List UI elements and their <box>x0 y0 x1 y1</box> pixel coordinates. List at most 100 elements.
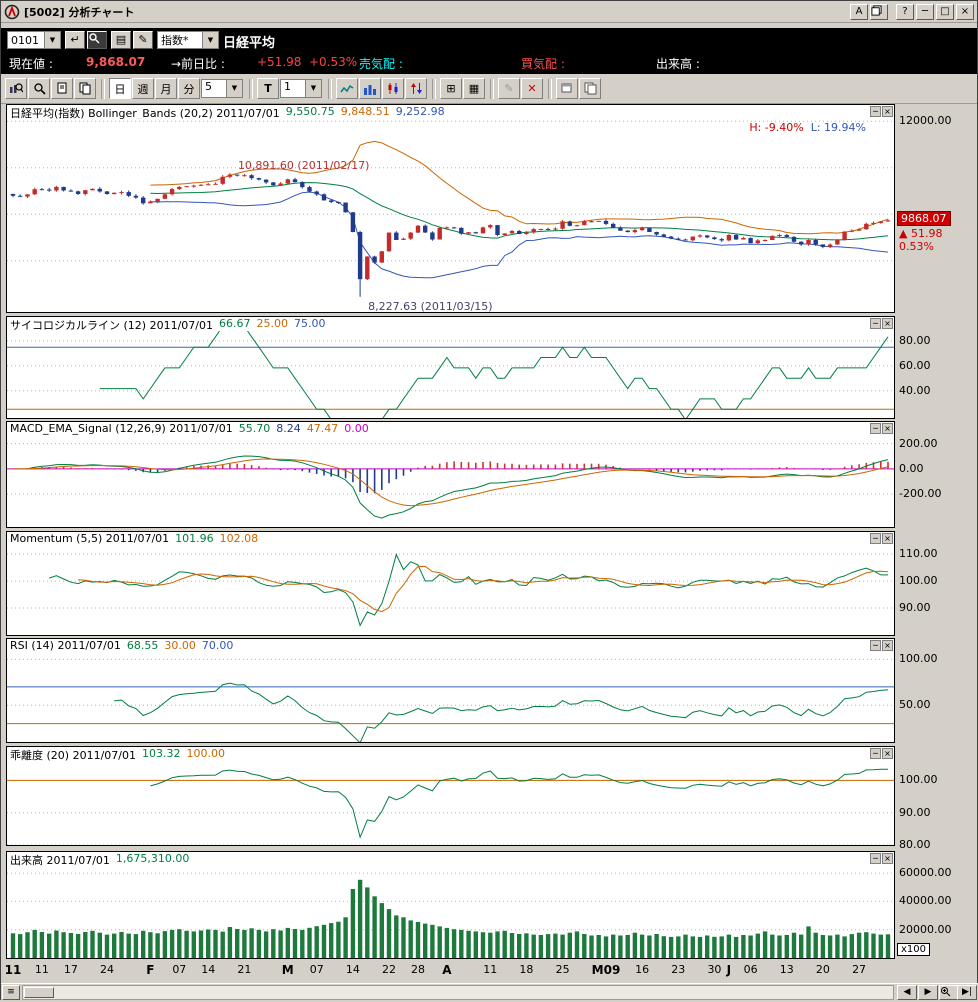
panel-close-button[interactable]: × <box>882 106 893 117</box>
copy-page-button[interactable] <box>579 78 601 99</box>
panel-minimize-button[interactable]: ─ <box>870 423 881 434</box>
category-select[interactable]: 指数* ▼ <box>157 31 219 49</box>
period-week-button[interactable]: 週 <box>132 78 154 99</box>
delete-drawing-button[interactable]: ✕ <box>521 78 543 99</box>
last-price-tag: 9868.07 <box>897 211 951 227</box>
draw-button[interactable]: ✎ <box>498 78 520 99</box>
zoom-button[interactable] <box>28 78 50 99</box>
macd-panel: MACD_EMA_Signal (12,26,9) 2011/07/01 55.7… <box>6 421 895 528</box>
minute-interval-select[interactable]: 5 ▼ <box>201 79 243 98</box>
kairi-plot[interactable] <box>7 761 894 845</box>
symbol-code-value: 0101 <box>11 33 39 47</box>
scrollbar-thumb[interactable] <box>24 987 54 998</box>
macd-plot[interactable] <box>7 436 894 527</box>
panel-close-button[interactable]: × <box>882 318 893 329</box>
edit-button[interactable]: ✎ <box>133 31 153 49</box>
panel-title-part: 66.67 <box>218 317 251 330</box>
price-annotation: 10,891.60 (2011/02/17) <box>237 158 370 172</box>
close-button[interactable]: × <box>956 3 974 20</box>
x-axis-tick-label: 30 <box>707 963 722 976</box>
grid-button[interactable]: ⊞ <box>440 78 462 99</box>
window-title: [5002] 分析チャート <box>24 5 135 19</box>
x-axis-labels: 11 11 17 24 F 07 14 21 M 07 14 22 28 A 11 18 25 M09 16 23 30… <box>1 961 978 981</box>
bar-chart-button[interactable] <box>359 78 381 99</box>
panel-close-button[interactable]: × <box>882 533 893 544</box>
axis-label: 90.00 <box>899 805 931 819</box>
high-low-change-labels: H: -9.40% L: 19.94% <box>749 121 866 134</box>
period-month-button[interactable]: 月 <box>155 78 177 99</box>
scroll-right-button[interactable]: ▶ <box>918 985 938 1000</box>
mom-plot[interactable] <box>7 546 894 635</box>
x-axis-tick-label: F <box>146 963 155 977</box>
panel-title-part: 乖離度 (20) 2011/07/01 <box>10 749 136 761</box>
candlestick-chart-button[interactable] <box>382 78 404 99</box>
vol-panel-header: 出来高 2011/07/01 1,675,310.00 ─ × <box>7 852 894 866</box>
panel-close-button[interactable]: × <box>882 640 893 651</box>
panel-minimize-button[interactable]: ─ <box>870 318 881 329</box>
panel-close-button[interactable]: × <box>882 748 893 759</box>
copy-window-button[interactable] <box>556 78 578 99</box>
period-minute-button[interactable]: 分 <box>178 78 200 99</box>
x-axis-tick-label: 24 <box>100 963 114 976</box>
panel-title-part: 9,550.75 <box>285 105 335 118</box>
panel-minimize-button[interactable]: ─ <box>870 853 881 864</box>
x-axis-tick-label: 17 <box>63 963 78 976</box>
x-axis-tick-label: 25 <box>555 963 570 976</box>
symbol-code-select[interactable]: 0101 ▼ <box>7 31 61 49</box>
zoom-range-button[interactable] <box>939 985 959 1000</box>
annotate-button[interactable]: A <box>850 3 868 20</box>
list-button[interactable]: ▤ <box>111 31 131 49</box>
scroll-end-button[interactable]: ▶| <box>957 985 977 1000</box>
axis-label: 200.00 <box>899 436 938 450</box>
quote-bar: 現在値 : 9,868.07 →前日比 : +51.98 +0.53% 売気配 … <box>1 52 977 74</box>
scrollbar-track[interactable] <box>22 985 894 1000</box>
panel-minimize-button[interactable]: ─ <box>870 106 881 117</box>
price-annotation: 8,227.63 (2011/03/15) <box>368 299 493 313</box>
psy-plot[interactable] <box>7 331 894 418</box>
panel-title-part: 9,848.51 <box>340 105 390 118</box>
rsi-plot[interactable] <box>7 653 894 742</box>
rsi-panel: RSI (14) 2011/07/01 68.55 30.00 70.00 ─ × <box>6 638 895 743</box>
panel-close-button[interactable]: × <box>882 853 893 864</box>
panel-title-part: 103.32 <box>141 747 181 760</box>
title-bar: [5002] 分析チャート A ? ─ □ × <box>1 1 977 23</box>
x-axis-tick-label: 06 <box>743 963 758 976</box>
axis-label: -200.00 <box>899 487 942 501</box>
panel-minimize-button[interactable]: ─ <box>870 640 881 651</box>
panel-title-part: 100.00 <box>186 747 225 760</box>
panel-title-part: 8.24 <box>276 422 301 435</box>
resize-grip[interactable]: ≡ <box>2 985 20 1000</box>
vol-panel: 出来高 2011/07/01 1,675,310.00 ─ × <box>6 851 895 959</box>
maximize-button[interactable]: □ <box>936 3 954 20</box>
panel-minimize-button[interactable]: ─ <box>870 533 881 544</box>
chevron-down-icon: ▼ <box>202 32 218 48</box>
change-pct-value: +0.53% <box>309 55 358 69</box>
x-axis-tick-label: 18 <box>519 963 534 976</box>
paste-chart-button[interactable] <box>74 78 96 99</box>
chevron-down-icon: ▼ <box>44 32 60 48</box>
main-plot[interactable]: H: -9.40% L: 19.94% 10,891.60 (2011/02/17… <box>7 119 894 313</box>
panel-title-part: Momentum (5,5) 2011/07/01 <box>10 532 170 545</box>
line-chart-button[interactable] <box>336 78 358 99</box>
search-button[interactable] <box>87 31 107 49</box>
copy-chart-button[interactable] <box>51 78 73 99</box>
help-button[interactable]: ? <box>896 3 914 20</box>
x-axis-tick-label: 07 <box>309 963 324 976</box>
x-axis-tick-label: 14 <box>201 963 216 976</box>
minimize-button[interactable]: ─ <box>916 3 934 20</box>
panel-minimize-button[interactable]: ─ <box>870 748 881 759</box>
vol-plot[interactable] <box>7 866 894 958</box>
scroll-left-button[interactable]: ◀ <box>897 985 917 1000</box>
tick-button[interactable]: T <box>257 78 279 99</box>
copy-layout-button[interactable] <box>870 3 888 20</box>
panel-close-button[interactable]: × <box>882 423 893 434</box>
ask-label: 売気配 : <box>359 57 403 71</box>
separator <box>101 78 105 99</box>
find-chart-button[interactable] <box>5 78 27 99</box>
tick-interval-select[interactable]: 1 ▼ <box>280 79 322 98</box>
period-day-button[interactable]: 日 <box>109 78 131 99</box>
grid-style-button[interactable]: ▦ <box>463 78 485 99</box>
enter-button[interactable]: ↵ <box>65 31 85 49</box>
updown-arrows-button[interactable] <box>405 78 427 99</box>
x-axis-tick-label: 11 <box>34 963 49 976</box>
